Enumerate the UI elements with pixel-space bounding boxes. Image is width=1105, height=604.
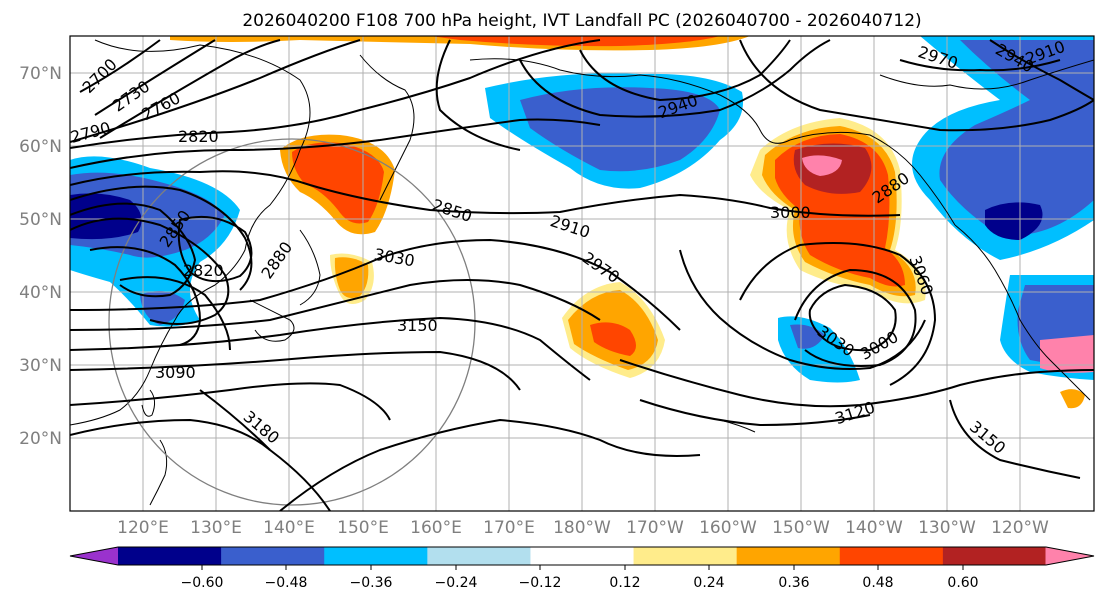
colorbar-ticks	[201, 565, 964, 570]
colorbar-extension-high	[1045, 547, 1094, 565]
colorbar-segment	[324, 547, 428, 565]
colorbar-tick-label: −0.36	[350, 575, 393, 591]
lon-label: 160°W	[699, 518, 757, 538]
map-panel: 2700 2730 2760 2790 2820 2850 2820 2880 …	[70, 36, 1094, 511]
colorbar-tick-label: −0.48	[265, 575, 308, 591]
contour-label: 3000	[770, 203, 811, 222]
figure-title: 2026040200 F108 700 hPa height, IVT Land…	[242, 11, 921, 31]
colorbar-segment	[427, 547, 532, 565]
colorbar-outline	[69, 546, 1095, 566]
lat-label: 30°N	[19, 356, 62, 376]
colorbar-segment	[118, 547, 222, 565]
lon-label: 140°E	[263, 518, 315, 538]
lon-label: 120°E	[117, 518, 169, 538]
contour-label: 3090	[155, 363, 196, 382]
colorbar-extension-low	[70, 547, 119, 565]
lon-label: 150°E	[337, 518, 389, 538]
height-contours	[70, 39, 1094, 511]
latitude-labels: 70°N 60°N 50°N 40°N 30°N 20°N	[19, 64, 62, 449]
colorbar: −0.60 −0.48 −0.36 −0.24 −0.12 0.12 0.24 …	[69, 546, 1095, 591]
map-frame	[69, 35, 1095, 512]
graticule	[70, 36, 1094, 511]
lon-label: 160°E	[410, 518, 462, 538]
lon-label: 180°W	[553, 518, 611, 538]
lat-label: 70°N	[19, 64, 62, 84]
longitude-labels: 120°E 130°E 140°E 150°E 160°E 170°E 180°…	[117, 518, 1049, 538]
contour-label: 2820	[178, 127, 219, 146]
colorbar-segment	[839, 547, 944, 565]
colorbar-tick-label: −0.12	[519, 575, 562, 591]
colorbar-tick-label: −0.60	[181, 575, 224, 591]
colorbar-tick-label: 0.36	[778, 575, 809, 591]
lat-label: 40°N	[19, 283, 62, 303]
contour-label: 2820	[183, 261, 224, 280]
lon-label: 150°W	[772, 518, 830, 538]
colorbar-tick-label: 0.12	[609, 575, 640, 591]
contour-label: 3150	[397, 316, 438, 335]
lat-label: 20°N	[19, 429, 62, 449]
lat-label: 50°N	[19, 210, 62, 230]
colorbar-tick-label: −0.24	[435, 575, 478, 591]
colorbar-segment	[736, 547, 841, 565]
lat-label: 60°N	[19, 137, 62, 157]
colorbar-segment	[221, 547, 325, 565]
colorbar-tick-label: 0.24	[693, 575, 724, 591]
colorbar-segments	[69, 546, 1095, 566]
colorbar-tick-label: 0.48	[862, 575, 893, 591]
lon-label: 130°E	[190, 518, 242, 538]
colorbar-tick-labels: −0.60 −0.48 −0.36 −0.24 −0.12 0.12 0.24 …	[181, 575, 979, 591]
lon-label: 170°W	[626, 518, 684, 538]
colorbar-tick-label: 0.60	[947, 575, 978, 591]
lon-label: 170°E	[483, 518, 535, 538]
lon-label: 120°W	[991, 518, 1049, 538]
satellite-footprint-circle	[108, 138, 476, 506]
colorbar-segment	[530, 547, 635, 565]
colorbar-segment	[633, 547, 738, 565]
lon-label: 130°W	[918, 518, 976, 538]
ivt-shading	[70, 36, 1094, 409]
lon-label: 140°W	[845, 518, 903, 538]
colorbar-segment	[942, 547, 1047, 565]
